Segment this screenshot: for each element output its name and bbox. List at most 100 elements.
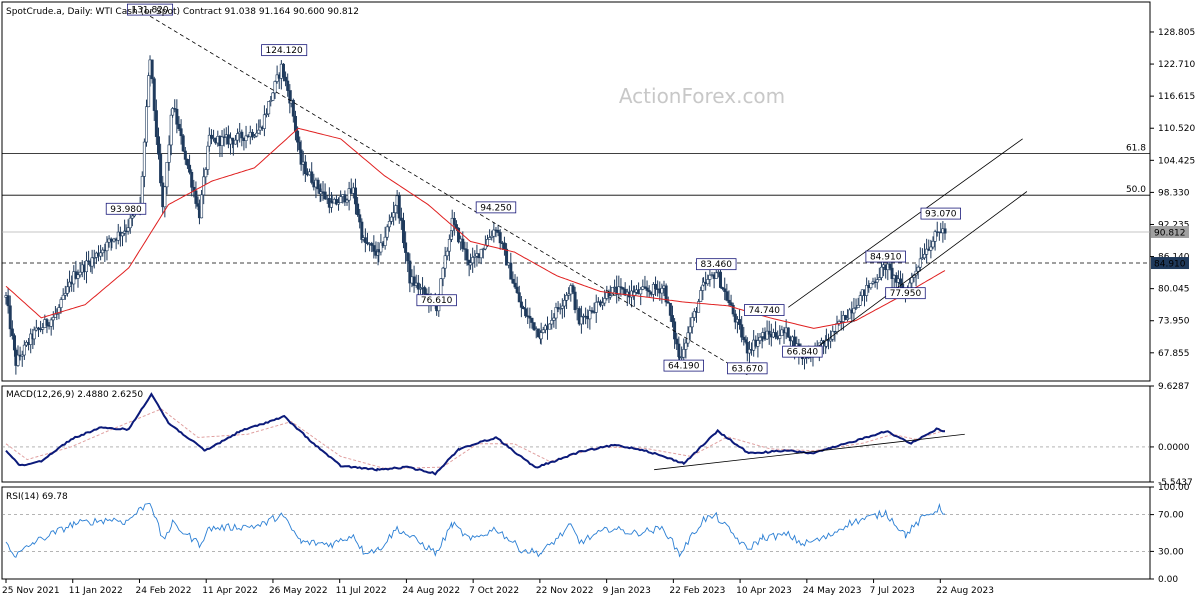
candle-body	[718, 271, 722, 288]
candle-body	[229, 137, 233, 145]
price-candle	[152, 76, 156, 121]
candle-body	[190, 171, 194, 188]
candle-body	[690, 317, 694, 328]
rsi-panel-title: RSI(14) 69.78	[6, 492, 68, 502]
price-candle	[406, 252, 410, 273]
price-y-tick-label: 80.045	[1158, 285, 1190, 295]
candle-body	[699, 290, 703, 302]
price-candle	[370, 241, 374, 253]
swing-label-text: 74.740	[749, 306, 781, 316]
candle-body	[347, 188, 351, 201]
price-candle	[490, 230, 494, 241]
price-candle	[473, 250, 477, 268]
candle-body	[12, 335, 16, 351]
price-candle	[579, 305, 583, 334]
rsi-y-tick-label: 30.00	[1158, 547, 1184, 557]
candle-body	[65, 286, 69, 294]
swing-label-box	[105, 202, 147, 215]
price-panel-title: SpotCrude.a, Daily: WTI Cash (or Spot) C…	[6, 7, 359, 17]
candle-body	[471, 257, 475, 264]
price-y-tick-label: 116.615	[1158, 92, 1195, 102]
swing-label-text: 64.190	[668, 362, 700, 372]
macd-trendline	[654, 433, 965, 471]
candle-body	[452, 217, 456, 225]
price-candle	[105, 236, 109, 261]
candle-body	[733, 313, 737, 323]
swing-label-box	[920, 207, 961, 220]
price-candle	[156, 127, 160, 160]
price-candle	[310, 162, 314, 185]
candle-body	[343, 194, 347, 203]
candle-body	[404, 242, 408, 253]
price-candle	[643, 275, 647, 290]
swing-label-box	[885, 287, 926, 300]
candle-body	[829, 338, 833, 342]
candle-body	[401, 220, 405, 244]
price-candle	[16, 345, 20, 367]
candle-body	[617, 286, 621, 295]
candle-body	[206, 145, 210, 170]
candle-body	[843, 315, 847, 320]
x-tick-label: 25 Nov 2021	[2, 586, 60, 596]
price-candle	[262, 105, 266, 137]
candle-body	[933, 231, 937, 242]
candle-body	[293, 115, 297, 132]
price-candle	[824, 328, 828, 349]
candle-body	[560, 305, 564, 309]
price-candle	[150, 59, 154, 84]
price-candle	[552, 313, 556, 328]
candle-body	[469, 262, 473, 266]
swing-label-text: 93.980	[110, 205, 142, 215]
candle-body	[152, 78, 156, 111]
price-candle	[517, 285, 521, 303]
price-candle	[63, 285, 67, 300]
price-candle	[383, 226, 387, 250]
watermark: ActionForex.com	[619, 84, 785, 108]
candle-body	[51, 317, 55, 321]
price-candle	[843, 314, 847, 321]
price-candle	[727, 290, 731, 306]
candle-body	[423, 287, 427, 295]
price-candle	[345, 198, 349, 206]
price-candle	[756, 333, 760, 358]
price-candle	[385, 224, 389, 241]
candle-body	[296, 130, 300, 143]
price-candle	[271, 92, 275, 101]
price-candle	[463, 241, 467, 261]
price-y-tick-label: 110.520	[1158, 124, 1195, 134]
candle-body	[159, 153, 163, 184]
x-tick-label: 24 Aug 2022	[402, 586, 460, 596]
price-candle	[675, 332, 679, 351]
candle-body	[175, 108, 179, 125]
candle-body	[41, 327, 45, 330]
candle-body	[120, 232, 124, 237]
swing-label: 66.840	[782, 345, 823, 358]
candle-body	[852, 308, 856, 314]
x-tick-label: 11 Jan 2022	[69, 586, 123, 596]
candle-body	[929, 246, 933, 251]
price-candle	[513, 274, 517, 290]
price-candle	[144, 99, 148, 147]
price-candle	[358, 208, 362, 229]
price-candle	[323, 183, 327, 201]
price-candle	[124, 224, 128, 243]
price-candle	[567, 287, 571, 300]
candle-body	[594, 301, 598, 313]
price-candle	[688, 317, 692, 340]
candle-body	[601, 302, 605, 306]
price-candle	[204, 167, 208, 185]
candle-body	[513, 282, 517, 288]
price-candle	[154, 99, 158, 145]
candle-body	[608, 295, 612, 298]
price-candle	[664, 283, 668, 307]
swing-label-box	[744, 304, 785, 316]
candle-body	[888, 263, 892, 269]
candle-body	[758, 336, 762, 341]
price-candle	[745, 337, 749, 362]
sma-line	[5, 127, 946, 329]
price-candle	[590, 307, 594, 314]
macd-y-tick-label: 0.0000	[1158, 443, 1190, 453]
macd-pane-frame	[1, 385, 1151, 483]
candle-body	[910, 277, 914, 284]
x-tick-label: 7 Jul 2023	[870, 586, 915, 596]
